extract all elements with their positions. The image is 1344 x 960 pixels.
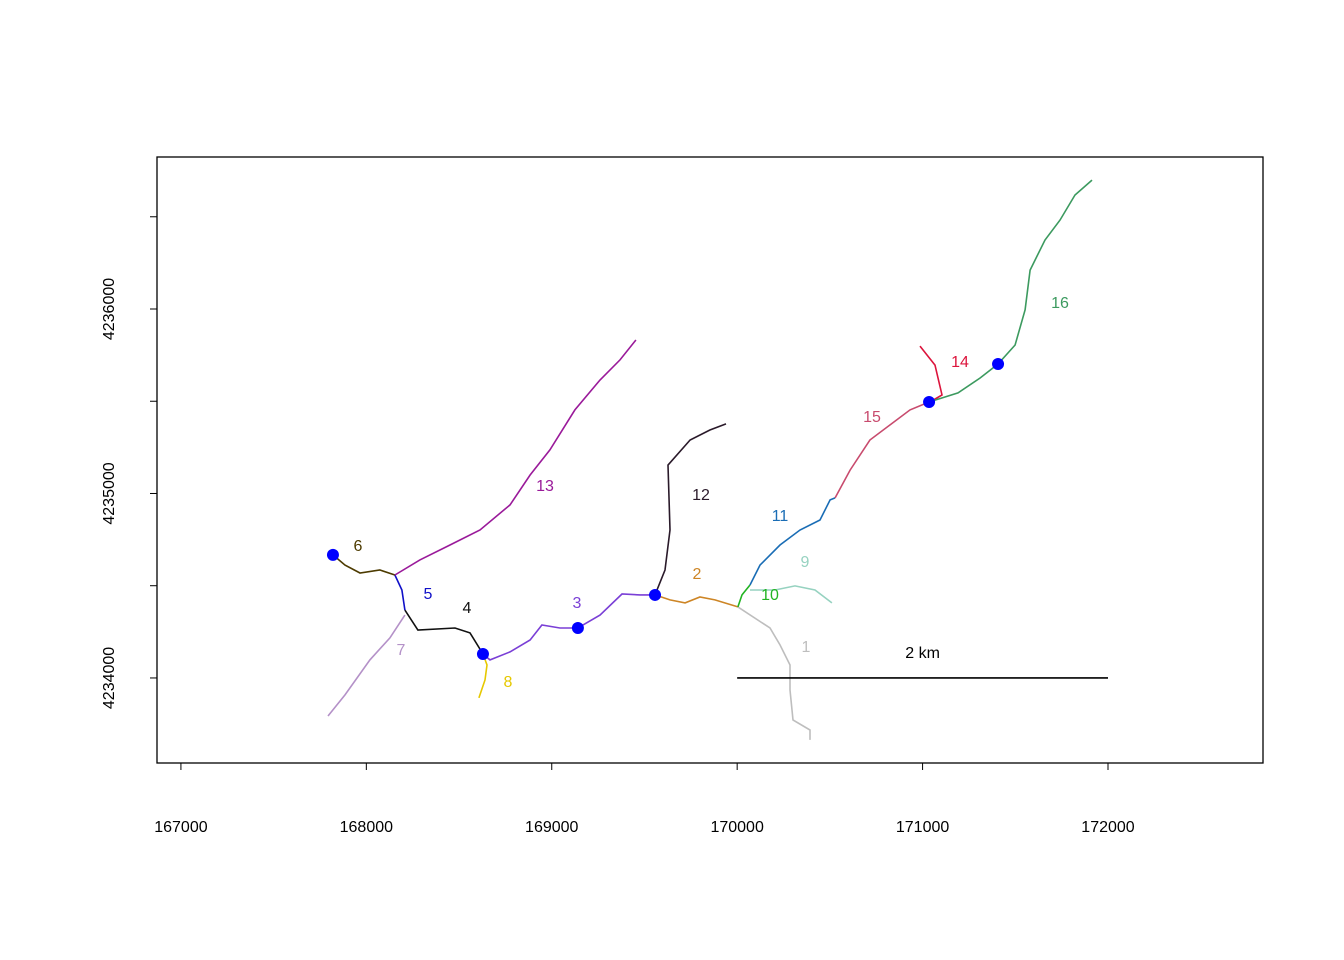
stream bbox=[478, 653, 488, 699]
stream-label: 14 bbox=[951, 354, 969, 371]
stream bbox=[482, 593, 655, 661]
stream-label: 13 bbox=[536, 478, 554, 495]
stream bbox=[737, 584, 751, 608]
y-tick-label: 4236000 bbox=[101, 278, 118, 340]
junction-point bbox=[923, 395, 936, 408]
stream bbox=[749, 497, 836, 586]
junction-point bbox=[326, 548, 339, 561]
stream bbox=[394, 574, 406, 611]
stream bbox=[750, 585, 833, 604]
junction-point bbox=[476, 647, 489, 660]
stream bbox=[404, 609, 484, 655]
stream bbox=[928, 179, 1093, 403]
stream-label: 8 bbox=[504, 674, 513, 691]
stream bbox=[737, 606, 811, 740]
stream-label: 16 bbox=[1051, 295, 1069, 312]
x-tick-label: 167000 bbox=[154, 819, 207, 836]
stream bbox=[327, 614, 406, 717]
y-tick-label: 4234000 bbox=[101, 647, 118, 709]
stream bbox=[919, 345, 943, 403]
stream bbox=[332, 554, 396, 576]
stream bbox=[654, 594, 739, 608]
stream-label: 3 bbox=[573, 595, 582, 612]
x-tick-label: 172000 bbox=[1081, 819, 1134, 836]
x-tick-label: 171000 bbox=[896, 819, 949, 836]
x-tick-label: 168000 bbox=[340, 819, 393, 836]
stream-label: 1 bbox=[802, 639, 811, 656]
stream-label: 9 bbox=[801, 554, 810, 571]
stream-label: 5 bbox=[424, 586, 433, 603]
x-tick-label: 169000 bbox=[525, 819, 578, 836]
junction-point bbox=[571, 621, 584, 634]
stream-label: 12 bbox=[692, 487, 710, 504]
junction-point bbox=[649, 588, 662, 601]
stream bbox=[654, 423, 727, 596]
stream-label: 2 bbox=[693, 566, 702, 583]
stream-label: 4 bbox=[463, 600, 472, 617]
stream-label: 11 bbox=[772, 508, 789, 525]
x-tick-label: 170000 bbox=[710, 819, 763, 836]
plot-frame bbox=[156, 156, 1264, 764]
stream-label: 6 bbox=[354, 538, 363, 555]
stream-label: 7 bbox=[397, 642, 406, 659]
stream bbox=[394, 339, 637, 576]
scale-bar-label: 2 km bbox=[905, 645, 940, 662]
stream-label: 15 bbox=[863, 409, 881, 426]
y-tick-label: 4235000 bbox=[101, 462, 118, 524]
stream bbox=[834, 401, 930, 499]
stream-label: 10 bbox=[761, 587, 779, 604]
junction-point bbox=[992, 357, 1005, 370]
